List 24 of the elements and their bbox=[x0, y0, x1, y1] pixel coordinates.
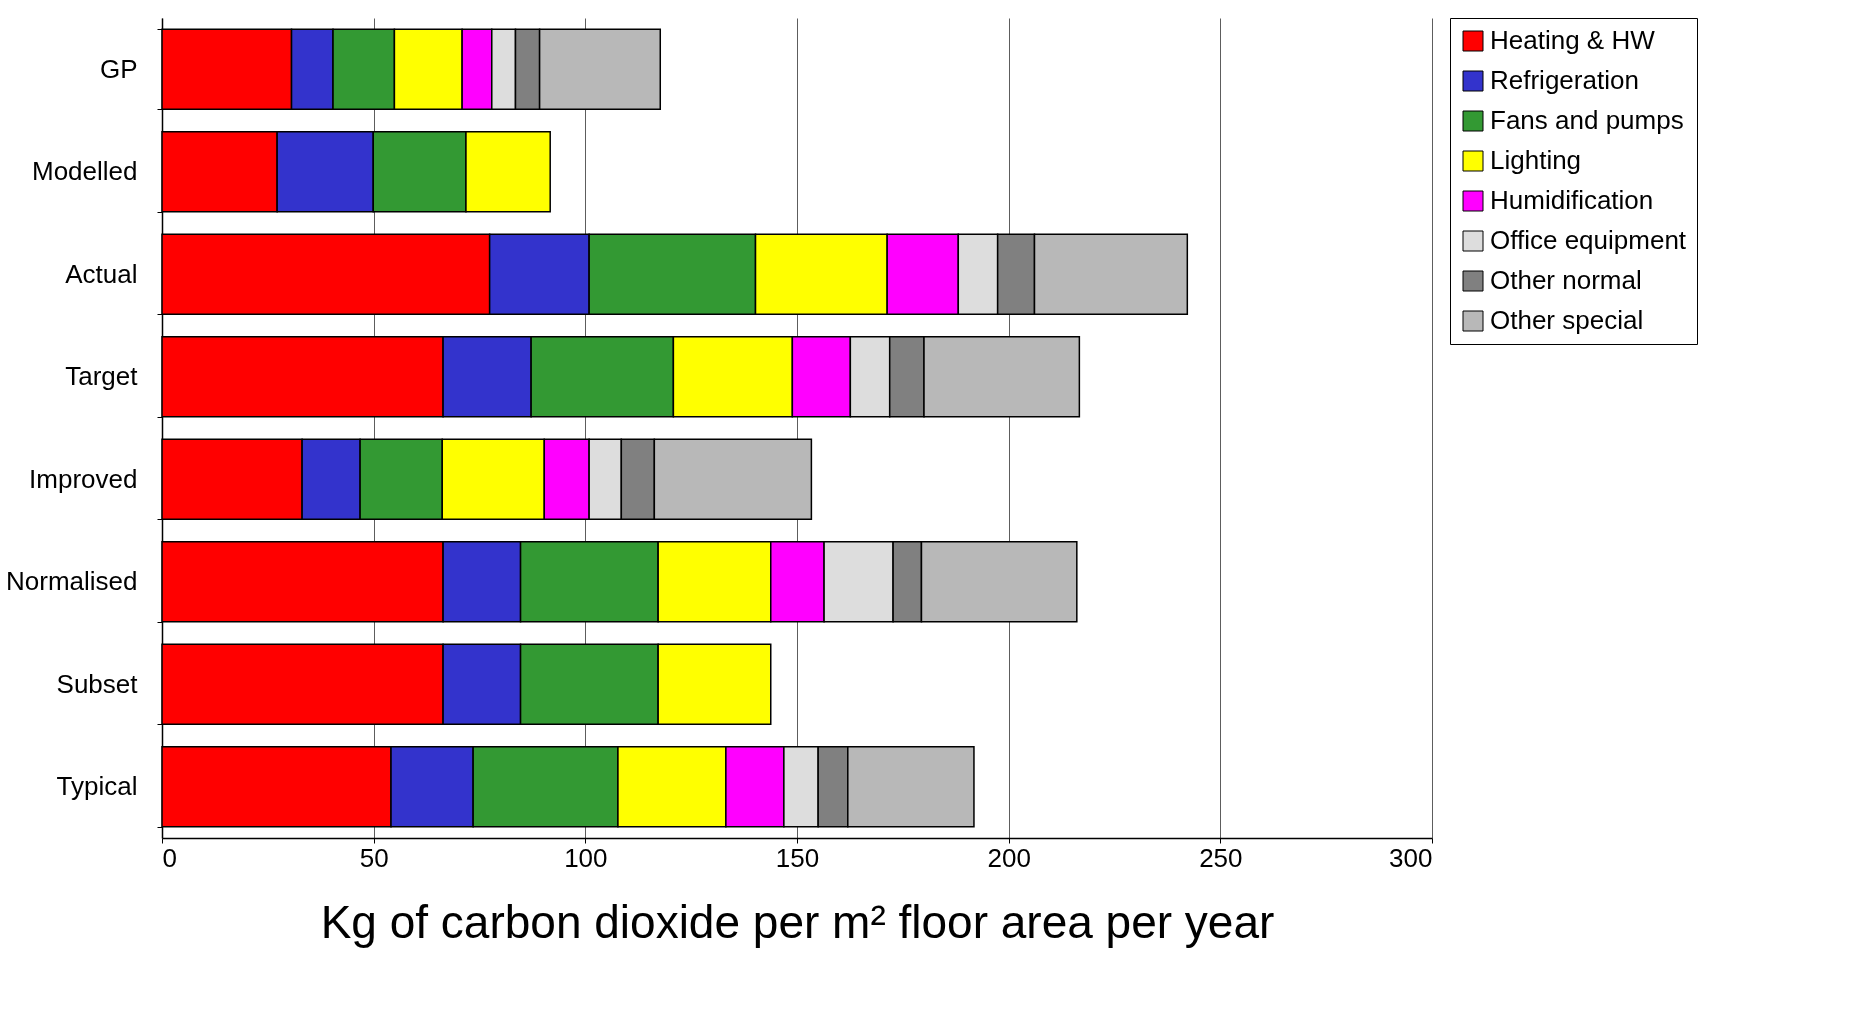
y-tick-label: Modelled bbox=[31, 156, 138, 187]
x-tick-label: 300 bbox=[1389, 842, 1433, 873]
x-tick-label: 200 bbox=[987, 842, 1031, 873]
y-tick-label: Normalised bbox=[6, 566, 138, 597]
x-tick-label: 100 bbox=[564, 842, 608, 873]
y-tick-label: Target bbox=[65, 361, 139, 392]
legend-label: Fans and pumps bbox=[1490, 105, 1684, 135]
legend-label: Other normal bbox=[1490, 265, 1642, 295]
y-tick-label: Typical bbox=[56, 771, 138, 802]
y-tick-label: Improved bbox=[29, 463, 138, 494]
legend-label: Office equipment bbox=[1490, 225, 1687, 255]
legend-label: Lighting bbox=[1490, 145, 1582, 175]
legend-label: Humidification bbox=[1490, 185, 1654, 215]
legend-label: Other special bbox=[1490, 305, 1644, 335]
legend-label: Refrigeration bbox=[1490, 65, 1639, 95]
legend-label: Heating & HW bbox=[1490, 25, 1656, 55]
x-tick-label: 250 bbox=[1199, 842, 1243, 873]
y-tick-label: Actual bbox=[65, 258, 138, 289]
x-tick-label: 150 bbox=[775, 842, 820, 873]
y-tick-label: Subset bbox=[56, 668, 139, 699]
y-tick-label: GP bbox=[99, 53, 138, 84]
x-tick-label: 50 bbox=[359, 842, 389, 873]
x-axis-title: Kg of carbon dioxide per m² floor area per year bbox=[320, 895, 1275, 948]
x-tick-label: 0 bbox=[162, 842, 177, 873]
